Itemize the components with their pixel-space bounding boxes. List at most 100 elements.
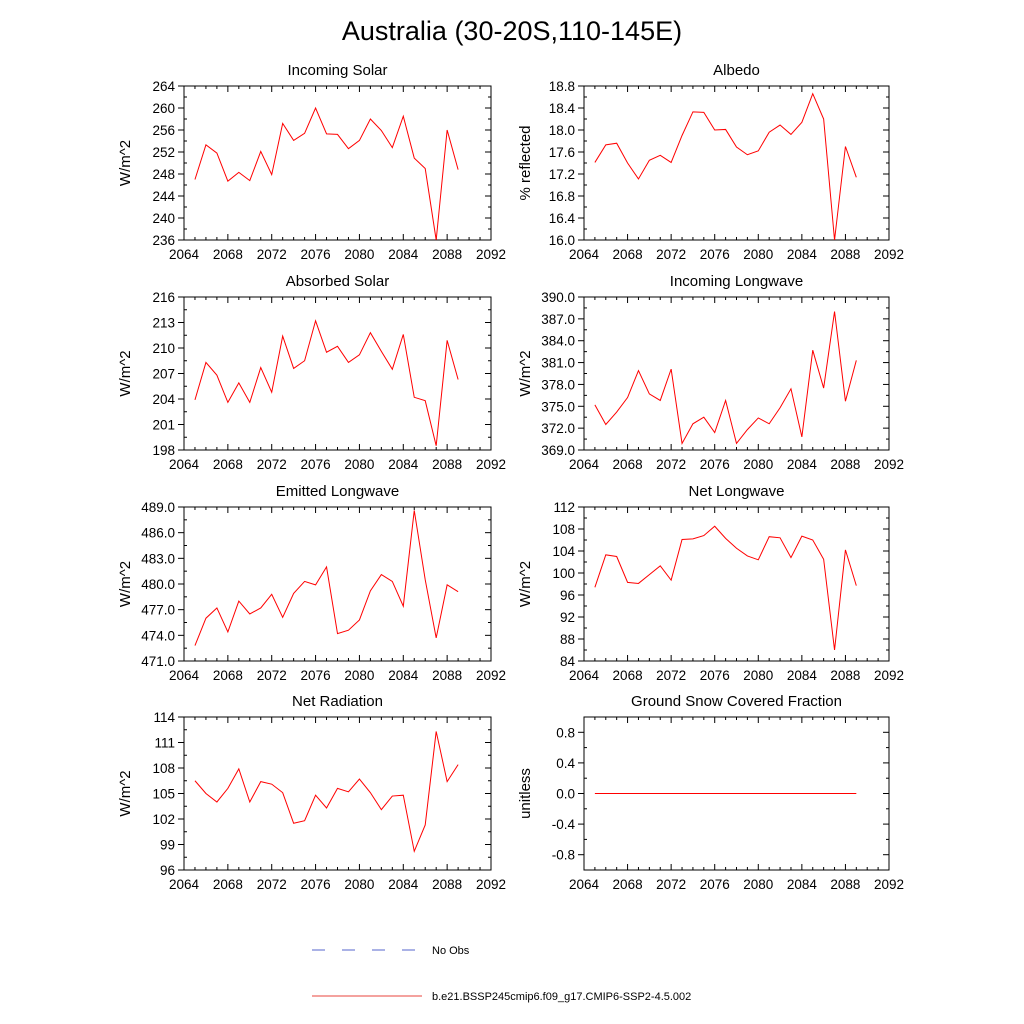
x-tick-label: 2092 (476, 247, 506, 262)
y-tick-label: 387.0 (541, 312, 575, 327)
y-tick-label: 480.0 (141, 577, 175, 592)
x-tick-label: 2080 (344, 877, 374, 892)
y-tick-label: 474.0 (141, 628, 175, 643)
y-tick-label: 213 (152, 316, 175, 331)
x-tick-label: 2084 (388, 877, 419, 892)
y-tick-label: 483.0 (141, 551, 175, 566)
y-tick-label: 210 (152, 341, 175, 356)
x-tick-label: 2076 (700, 457, 730, 472)
y-axis-label: W/m^2 (117, 770, 134, 816)
y-axis-label: % reflected (517, 125, 534, 200)
panel-title: Incoming Solar (287, 62, 387, 79)
y-tick-label: 369.0 (541, 443, 575, 458)
y-tick-label: -0.4 (552, 817, 576, 832)
y-tick-label: 100 (552, 566, 575, 581)
y-tick-label: 105 (152, 787, 175, 802)
x-tick-label: 2072 (656, 247, 686, 262)
x-tick-label: 2076 (700, 668, 730, 683)
y-tick-label: 18.4 (549, 101, 576, 116)
y-tick-label: 88 (560, 632, 575, 647)
y-tick-label: 84 (560, 654, 576, 669)
x-tick-label: 2080 (743, 457, 773, 472)
x-tick-label: 2064 (569, 668, 600, 683)
panel-title: Net Radiation (292, 693, 383, 710)
x-tick-label: 2076 (301, 668, 331, 683)
x-tick-label: 2064 (169, 668, 200, 683)
x-tick-label: 2076 (700, 877, 730, 892)
y-tick-label: 204 (152, 392, 175, 407)
x-tick-label: 2088 (432, 457, 462, 472)
x-tick-label: 2088 (432, 668, 462, 683)
plot-frame (583, 506, 890, 662)
panel-title: Ground Snow Covered Fraction (631, 693, 842, 710)
x-tick-label: 2088 (830, 877, 860, 892)
x-tick-label: 2084 (787, 877, 818, 892)
chart-panel: Ground Snow Covered Fraction unitless 2064… (517, 693, 904, 892)
y-tick-label: 96 (560, 588, 575, 603)
y-tick-label: 384.0 (541, 334, 575, 349)
y-axis-label: W/m^2 (517, 350, 534, 396)
y-tick-label: 92 (560, 610, 575, 625)
panel-title: Albedo (713, 62, 760, 79)
y-tick-label: 390.0 (541, 290, 575, 305)
x-tick-label: 2084 (787, 247, 818, 262)
plot-frame (183, 296, 492, 451)
y-tick-label: 102 (152, 812, 175, 827)
x-tick-label: 2072 (257, 457, 287, 472)
series-line (594, 525, 857, 651)
x-tick-label: 2084 (787, 457, 818, 472)
legend: No Obs b.e21.BSSP245cmip6.f09_g17.CMIP6-S… (312, 945, 691, 1003)
y-tick-label: 99 (160, 838, 175, 853)
x-tick-label: 2064 (569, 457, 600, 472)
plot-frame (183, 716, 492, 871)
series-line (194, 510, 459, 646)
series-line (594, 311, 857, 445)
x-tick-label: 2072 (257, 877, 287, 892)
y-tick-label: -0.8 (552, 848, 575, 863)
y-tick-label: 201 (152, 418, 175, 433)
chart-panel: Emitted Longwave W/m^2 2064 2068 2072 2076 208… (117, 483, 506, 683)
x-tick-label: 2088 (830, 668, 860, 683)
y-tick-label: 17.6 (549, 145, 575, 160)
x-tick-label: 2072 (656, 668, 686, 683)
legend-label: No Obs (432, 945, 470, 957)
y-axis-label: W/m^2 (117, 350, 134, 396)
x-tick-label: 2064 (569, 877, 600, 892)
x-tick-label: 2072 (257, 668, 287, 683)
y-tick-label: 375.0 (541, 399, 575, 414)
panel-title: Absorbed Solar (286, 273, 389, 290)
series-line (194, 106, 459, 241)
y-tick-label: 489.0 (141, 500, 175, 515)
x-tick-label: 2088 (830, 247, 860, 262)
y-tick-label: 0.8 (556, 725, 575, 740)
y-tick-label: 16.8 (549, 189, 575, 204)
x-tick-label: 2068 (613, 668, 643, 683)
legend-label: b.e21.BSSP245cmip6.f09_g17.CMIP6-SSP2-4.… (432, 991, 691, 1003)
x-tick-label: 2072 (656, 877, 686, 892)
y-axis-label: W/m^2 (117, 140, 134, 186)
y-tick-label: 378.0 (541, 377, 575, 392)
panel-title: Net Longwave (689, 483, 785, 500)
x-tick-label: 2064 (169, 247, 200, 262)
x-tick-label: 2088 (432, 247, 462, 262)
chart-panel: Net Longwave W/m^2 2064 2068 2072 2076 2080 208… (517, 483, 904, 683)
x-tick-label: 2084 (388, 457, 419, 472)
x-tick-label: 2064 (169, 877, 200, 892)
plot-frame (183, 506, 492, 662)
y-tick-label: 17.2 (549, 167, 575, 182)
figure-title: Australia (30-20S,110-145E) (342, 16, 682, 46)
series-line (594, 92, 857, 241)
y-axis-label: unitless (517, 768, 534, 819)
x-tick-label: 2080 (344, 668, 374, 683)
y-tick-label: 477.0 (141, 603, 175, 618)
panel-title: Emitted Longwave (276, 483, 399, 500)
y-tick-label: 486.0 (141, 526, 175, 541)
y-tick-label: 96 (160, 863, 175, 878)
y-tick-label: 0.0 (556, 787, 575, 802)
y-tick-label: 216 (152, 290, 175, 305)
x-tick-label: 2076 (301, 877, 331, 892)
y-tick-label: 207 (152, 367, 175, 382)
plot-frame (183, 85, 492, 241)
x-tick-label: 2092 (476, 877, 506, 892)
